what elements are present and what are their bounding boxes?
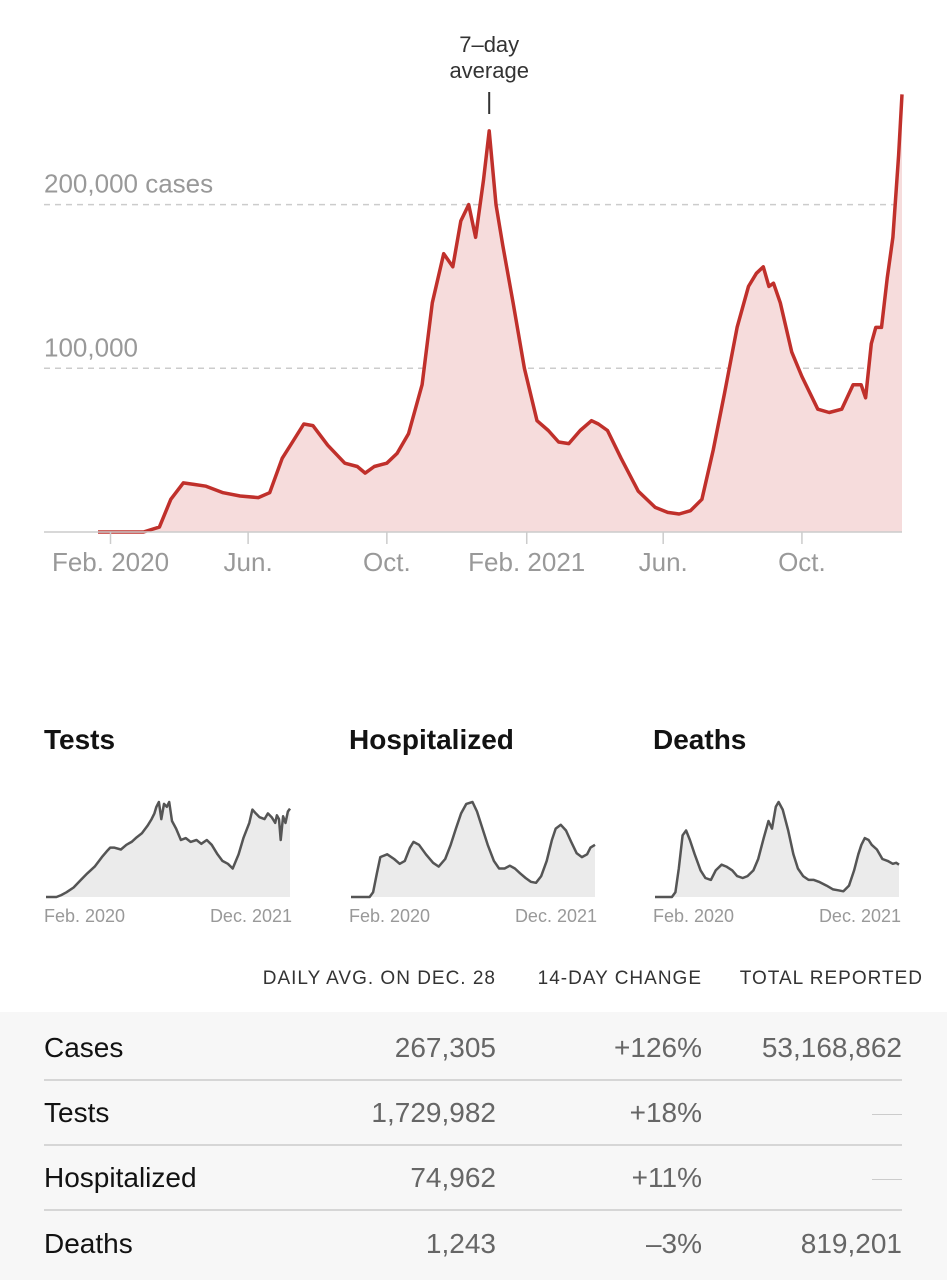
cases-chart: 200,000 cases 100,000 Feb. 2020 Jun. Oct. Fe… (44, 32, 904, 577)
summary-table: Cases 267,305 +126% 53,168,862 Tests 1,7… (0, 1012, 947, 1280)
mini-x-tick-label: Feb. 2020 (44, 906, 125, 926)
column-header-daily: DAILY AVG. ON DEC. 28 (262, 968, 496, 989)
cases-line (98, 94, 904, 534)
table-row-tests: Tests 1,729,982 +18% (44, 1079, 902, 1146)
mini-line (655, 800, 900, 899)
change-value: +11% (631, 1162, 702, 1193)
cases-area (98, 94, 902, 533)
mini-x-tick-label: Dec. 2021 (819, 906, 901, 926)
hospitalized-mini-plot: Feb. 2020 Dec. 2021 (349, 800, 597, 926)
deaths-mini-title: Deaths (653, 724, 747, 755)
y-tick-label: 100,000 (44, 332, 138, 362)
row-label: Deaths (44, 1228, 133, 1259)
change-value: +126% (614, 1032, 702, 1063)
x-tick-label: Jun. (224, 547, 273, 577)
total-value: 53,168,862 (761, 1032, 902, 1063)
hospitalized-mini-chart: Hospitalized Feb. 2020 Dec. 2021 (349, 720, 614, 940)
y-tick-label: 200,000 cases (44, 169, 213, 199)
daily-avg-value: 74,962 (410, 1162, 496, 1193)
mini-x-tick-label: Dec. 2021 (210, 906, 292, 926)
mini-area (351, 802, 595, 897)
mini-area (655, 802, 899, 897)
table-row-deaths: Deaths 1,243 –3% 819,201 (44, 1210, 902, 1275)
total-empty-dash (872, 1097, 902, 1129)
mini-x-tick-label: Feb. 2020 (653, 906, 734, 926)
mini-x-tick-label: Feb. 2020 (349, 906, 430, 926)
table-row-hospitalized: Hospitalized 74,962 +11% (44, 1144, 902, 1211)
x-tick-label: Feb. 2020 (52, 547, 169, 577)
tests-mini-plot: Feb. 2020 Dec. 2021 (44, 800, 292, 926)
column-header-total: TOTAL REPORTED (739, 968, 923, 989)
row-label: Hospitalized (44, 1162, 197, 1193)
annotation-text: average (449, 58, 529, 83)
change-value: +18% (629, 1097, 702, 1128)
tests-mini-chart: Tests Feb. 2020 Dec. 2021 (44, 720, 309, 940)
x-tick-label: Oct. (363, 547, 411, 577)
total-empty-dash (872, 1162, 902, 1194)
row-label: Cases (44, 1032, 124, 1063)
total-value: 819,201 (800, 1228, 902, 1259)
x-tick-label: Jun. (639, 547, 688, 577)
x-tick-label: Oct. (778, 547, 826, 577)
mini-area (46, 802, 290, 897)
change-value: –3% (645, 1228, 702, 1259)
row-label: Tests (44, 1097, 110, 1128)
hospitalized-mini-title: Hospitalized (349, 724, 514, 755)
daily-avg-value: 1,243 (425, 1228, 496, 1259)
tests-mini-title: Tests (44, 724, 116, 755)
table-header: DAILY AVG. ON DEC. 28 14-DAY CHANGE TOTA… (0, 962, 947, 1002)
x-tick-label: Feb. 2021 (468, 547, 585, 577)
mini-line (351, 800, 596, 899)
table-row-cases: Cases 267,305 +126% 53,168,862 (44, 1014, 902, 1081)
daily-avg-value: 1,729,982 (371, 1097, 496, 1128)
annotation-text: 7–day (459, 32, 519, 57)
mini-line (46, 800, 292, 899)
deaths-mini-plot: Feb. 2020 Dec. 2021 (653, 800, 901, 926)
mini-x-tick-label: Dec. 2021 (515, 906, 597, 926)
deaths-mini-chart: Deaths Feb. 2020 Dec. 2021 (653, 720, 918, 940)
column-header-change: 14-DAY CHANGE (537, 968, 702, 989)
daily-avg-value: 267,305 (394, 1032, 496, 1063)
